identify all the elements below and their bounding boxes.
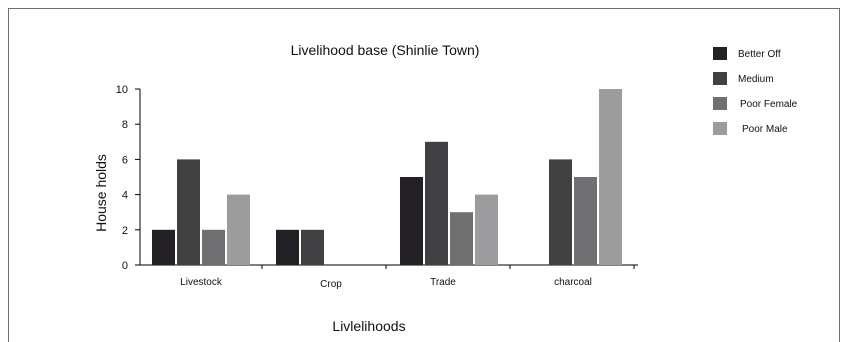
y-axis-label: House holds [93, 154, 109, 232]
y-tick-label: 2 [122, 225, 128, 237]
bar [301, 229, 324, 265]
y-tick-label: 10 [116, 84, 128, 96]
bar [549, 159, 572, 265]
y-tick-label: 4 [122, 190, 128, 202]
bar [152, 229, 175, 265]
frame-right-edge [839, 8, 840, 342]
legend-label: Poor Male [742, 124, 788, 135]
y-tick-label: 8 [122, 119, 128, 131]
legend: Better Off Medium Poor Female Poor Male [713, 47, 798, 135]
x-axis: Livestock Crop Trade charcoal [140, 264, 638, 290]
legend-label: Better Off [738, 49, 781, 60]
bar [574, 177, 597, 265]
legend-swatch [713, 97, 727, 110]
x-tick-label: charcoal [554, 277, 592, 288]
frame-left-edge [8, 8, 9, 342]
bar [425, 141, 448, 265]
legend-label: Poor Female [740, 99, 798, 110]
x-tick-label: Trade [430, 277, 456, 288]
y-tick-label: 0 [122, 260, 128, 272]
bar [276, 229, 299, 265]
x-tick-label: Livestock [180, 277, 223, 288]
y-axis: 0 2 4 6 8 10 [116, 84, 141, 272]
bar [475, 194, 498, 265]
bar [450, 212, 473, 265]
bar [227, 194, 250, 265]
bars-group [152, 89, 622, 265]
bar [599, 89, 622, 265]
chart-title: Livelihood base (Shinlie Town) [291, 42, 480, 58]
frame-top-edge [8, 8, 840, 9]
bar [202, 229, 225, 265]
bar [400, 177, 423, 265]
y-tick-label: 6 [122, 154, 128, 166]
x-axis-label: Livlelihoods [332, 318, 405, 334]
legend-swatch [713, 122, 727, 135]
bar [177, 159, 200, 265]
legend-swatch [713, 72, 727, 85]
legend-swatch [713, 47, 727, 60]
x-tick-label: Crop [320, 279, 342, 290]
legend-label: Medium [738, 74, 774, 85]
